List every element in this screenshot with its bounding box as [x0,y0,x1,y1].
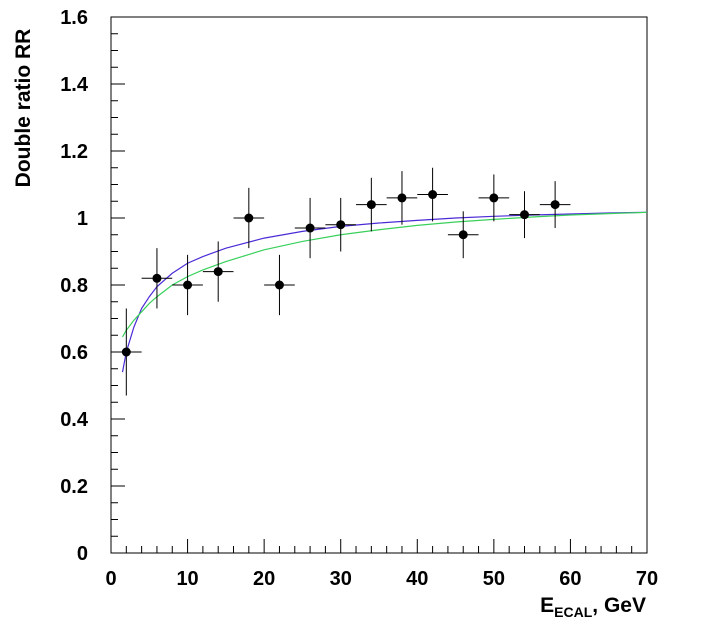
x-axis-title-main: E [540,594,554,617]
data-point [202,241,234,302]
x-tick-label: 40 [406,568,428,590]
data-point [111,308,142,396]
x-tick-label: 70 [636,568,658,590]
data-points [111,167,571,396]
data-point [539,181,571,229]
point-marker [213,267,223,277]
axis-ticks [110,16,648,554]
y-tick-label: 1.6 [60,7,88,29]
fit-1-curve [121,211,648,373]
data-point [233,187,265,249]
point-marker [550,200,560,210]
point-marker [121,347,131,357]
fit-curves [121,211,648,373]
data-point [141,248,173,309]
data-point [325,197,357,252]
point-marker [336,220,346,230]
y-tick-label: 0 [77,543,88,565]
point-marker [305,223,315,233]
x-axis-title-unit: , GeV [592,594,646,617]
fit-2-curve [121,211,648,338]
x-axis-title-subscript: ECAL [554,604,593,620]
y-tick-label: 0.8 [60,275,88,297]
y-tick-label: 0.2 [60,476,88,498]
y-tick-label: 1.2 [60,141,88,163]
point-marker [152,273,162,283]
point-marker [428,190,438,200]
point-marker [489,193,499,203]
x-tick-label: 60 [559,568,581,590]
data-point [356,177,387,232]
point-marker [366,200,376,210]
y-tick-label: 1.4 [60,74,89,96]
point-marker [397,193,407,203]
x-tick-label: 20 [253,568,275,590]
point-marker [244,213,254,223]
data-point [478,174,510,222]
data-point [447,211,479,259]
point-marker [183,280,193,290]
data-point [264,254,295,316]
x-tick-label: 0 [105,568,116,590]
x-axis-title: EECAL, GeV [540,594,646,620]
y-axis-title: Double ratio RR [12,29,35,188]
y-tick-label: 1 [77,208,88,230]
point-marker [458,230,468,240]
y-tick-label: 0.4 [60,409,89,431]
data-point [509,191,540,239]
x-tick-label: 10 [176,568,198,590]
data-point [417,167,448,222]
axis-tick-labels: 0 10 20 30 40 50 60 70 0 0.2 0.4 0.6 0.8 1 1.2 1.4 1.6 [60,7,658,590]
point-marker [274,280,284,290]
x-tick-label: 30 [330,568,352,590]
x-tick-label: 50 [483,568,505,590]
y-tick-label: 0.6 [60,342,88,364]
data-point [294,197,326,259]
data-point [172,254,203,316]
data-point [386,171,418,225]
point-marker [519,210,529,220]
